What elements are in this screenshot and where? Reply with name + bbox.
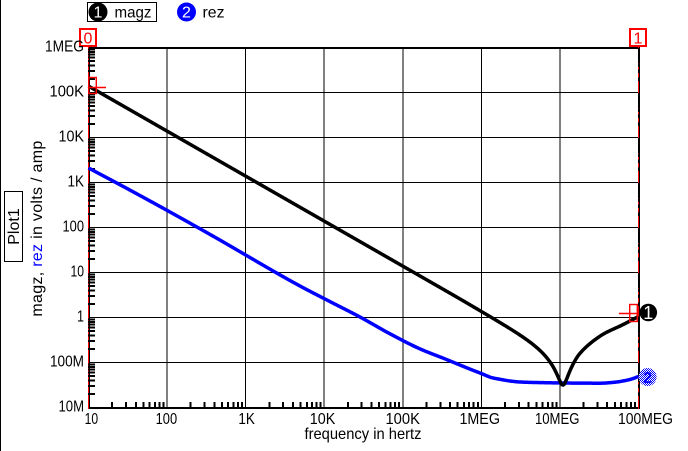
svg-text:10K: 10K	[59, 129, 85, 146]
svg-text:1: 1	[94, 5, 103, 22]
svg-text:100M: 100M	[50, 354, 84, 371]
svg-text:10MEG: 10MEG	[535, 411, 580, 428]
svg-text:1: 1	[643, 303, 653, 323]
svg-text:100K: 100K	[50, 84, 85, 101]
svg-text:10K: 10K	[310, 411, 336, 428]
svg-text:0: 0	[84, 30, 93, 47]
svg-text:100: 100	[63, 219, 85, 236]
svg-text:rez: rez	[203, 5, 225, 22]
svg-text:100K: 100K	[385, 411, 420, 428]
svg-text:frequency in hertz: frequency in hertz	[305, 426, 422, 443]
svg-text:1K: 1K	[68, 174, 85, 191]
svg-text:1: 1	[77, 309, 84, 326]
svg-text:1: 1	[634, 30, 643, 47]
svg-text:2: 2	[182, 5, 191, 22]
svg-text:magz: magz	[115, 5, 152, 22]
svg-text:Plot1: Plot1	[6, 208, 23, 245]
svg-text:100MEG: 100MEG	[618, 411, 673, 428]
svg-text:1K: 1K	[238, 411, 255, 428]
svg-text:10: 10	[71, 264, 85, 281]
svg-text:10M: 10M	[59, 399, 85, 416]
svg-text:100: 100	[156, 411, 178, 428]
svg-text:2: 2	[643, 370, 652, 387]
svg-text:10: 10	[85, 411, 99, 428]
svg-text:1MEG: 1MEG	[459, 411, 500, 428]
svg-text:1MEG: 1MEG	[45, 39, 84, 56]
svg-text:magz, rez in volts / amp: magz, rez in volts / amp	[29, 140, 46, 316]
